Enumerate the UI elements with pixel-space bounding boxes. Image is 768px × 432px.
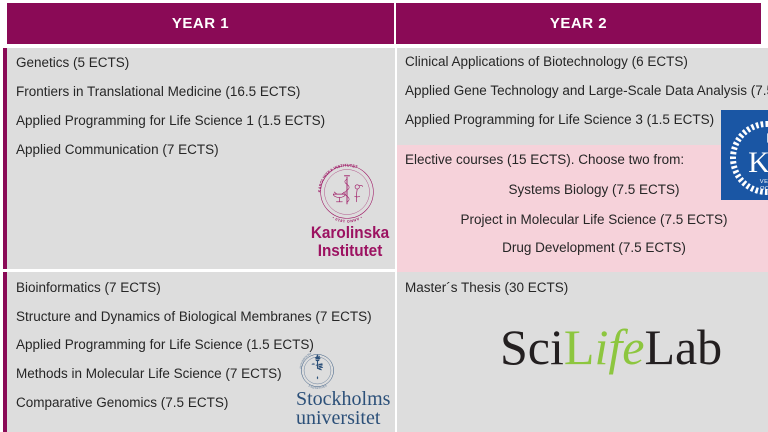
svg-text:STOCKHOLMS: STOCKHOLMS [299,352,312,369]
svg-text:OCH KONST: OCH KONST [760,186,768,192]
svg-text:KTH: KTH [748,146,768,179]
svg-text:KAROLINSKA INSTITUTET: KAROLINSKA INSTITUTET [318,163,359,192]
svg-text:VETENSKAP: VETENSKAP [760,179,768,185]
